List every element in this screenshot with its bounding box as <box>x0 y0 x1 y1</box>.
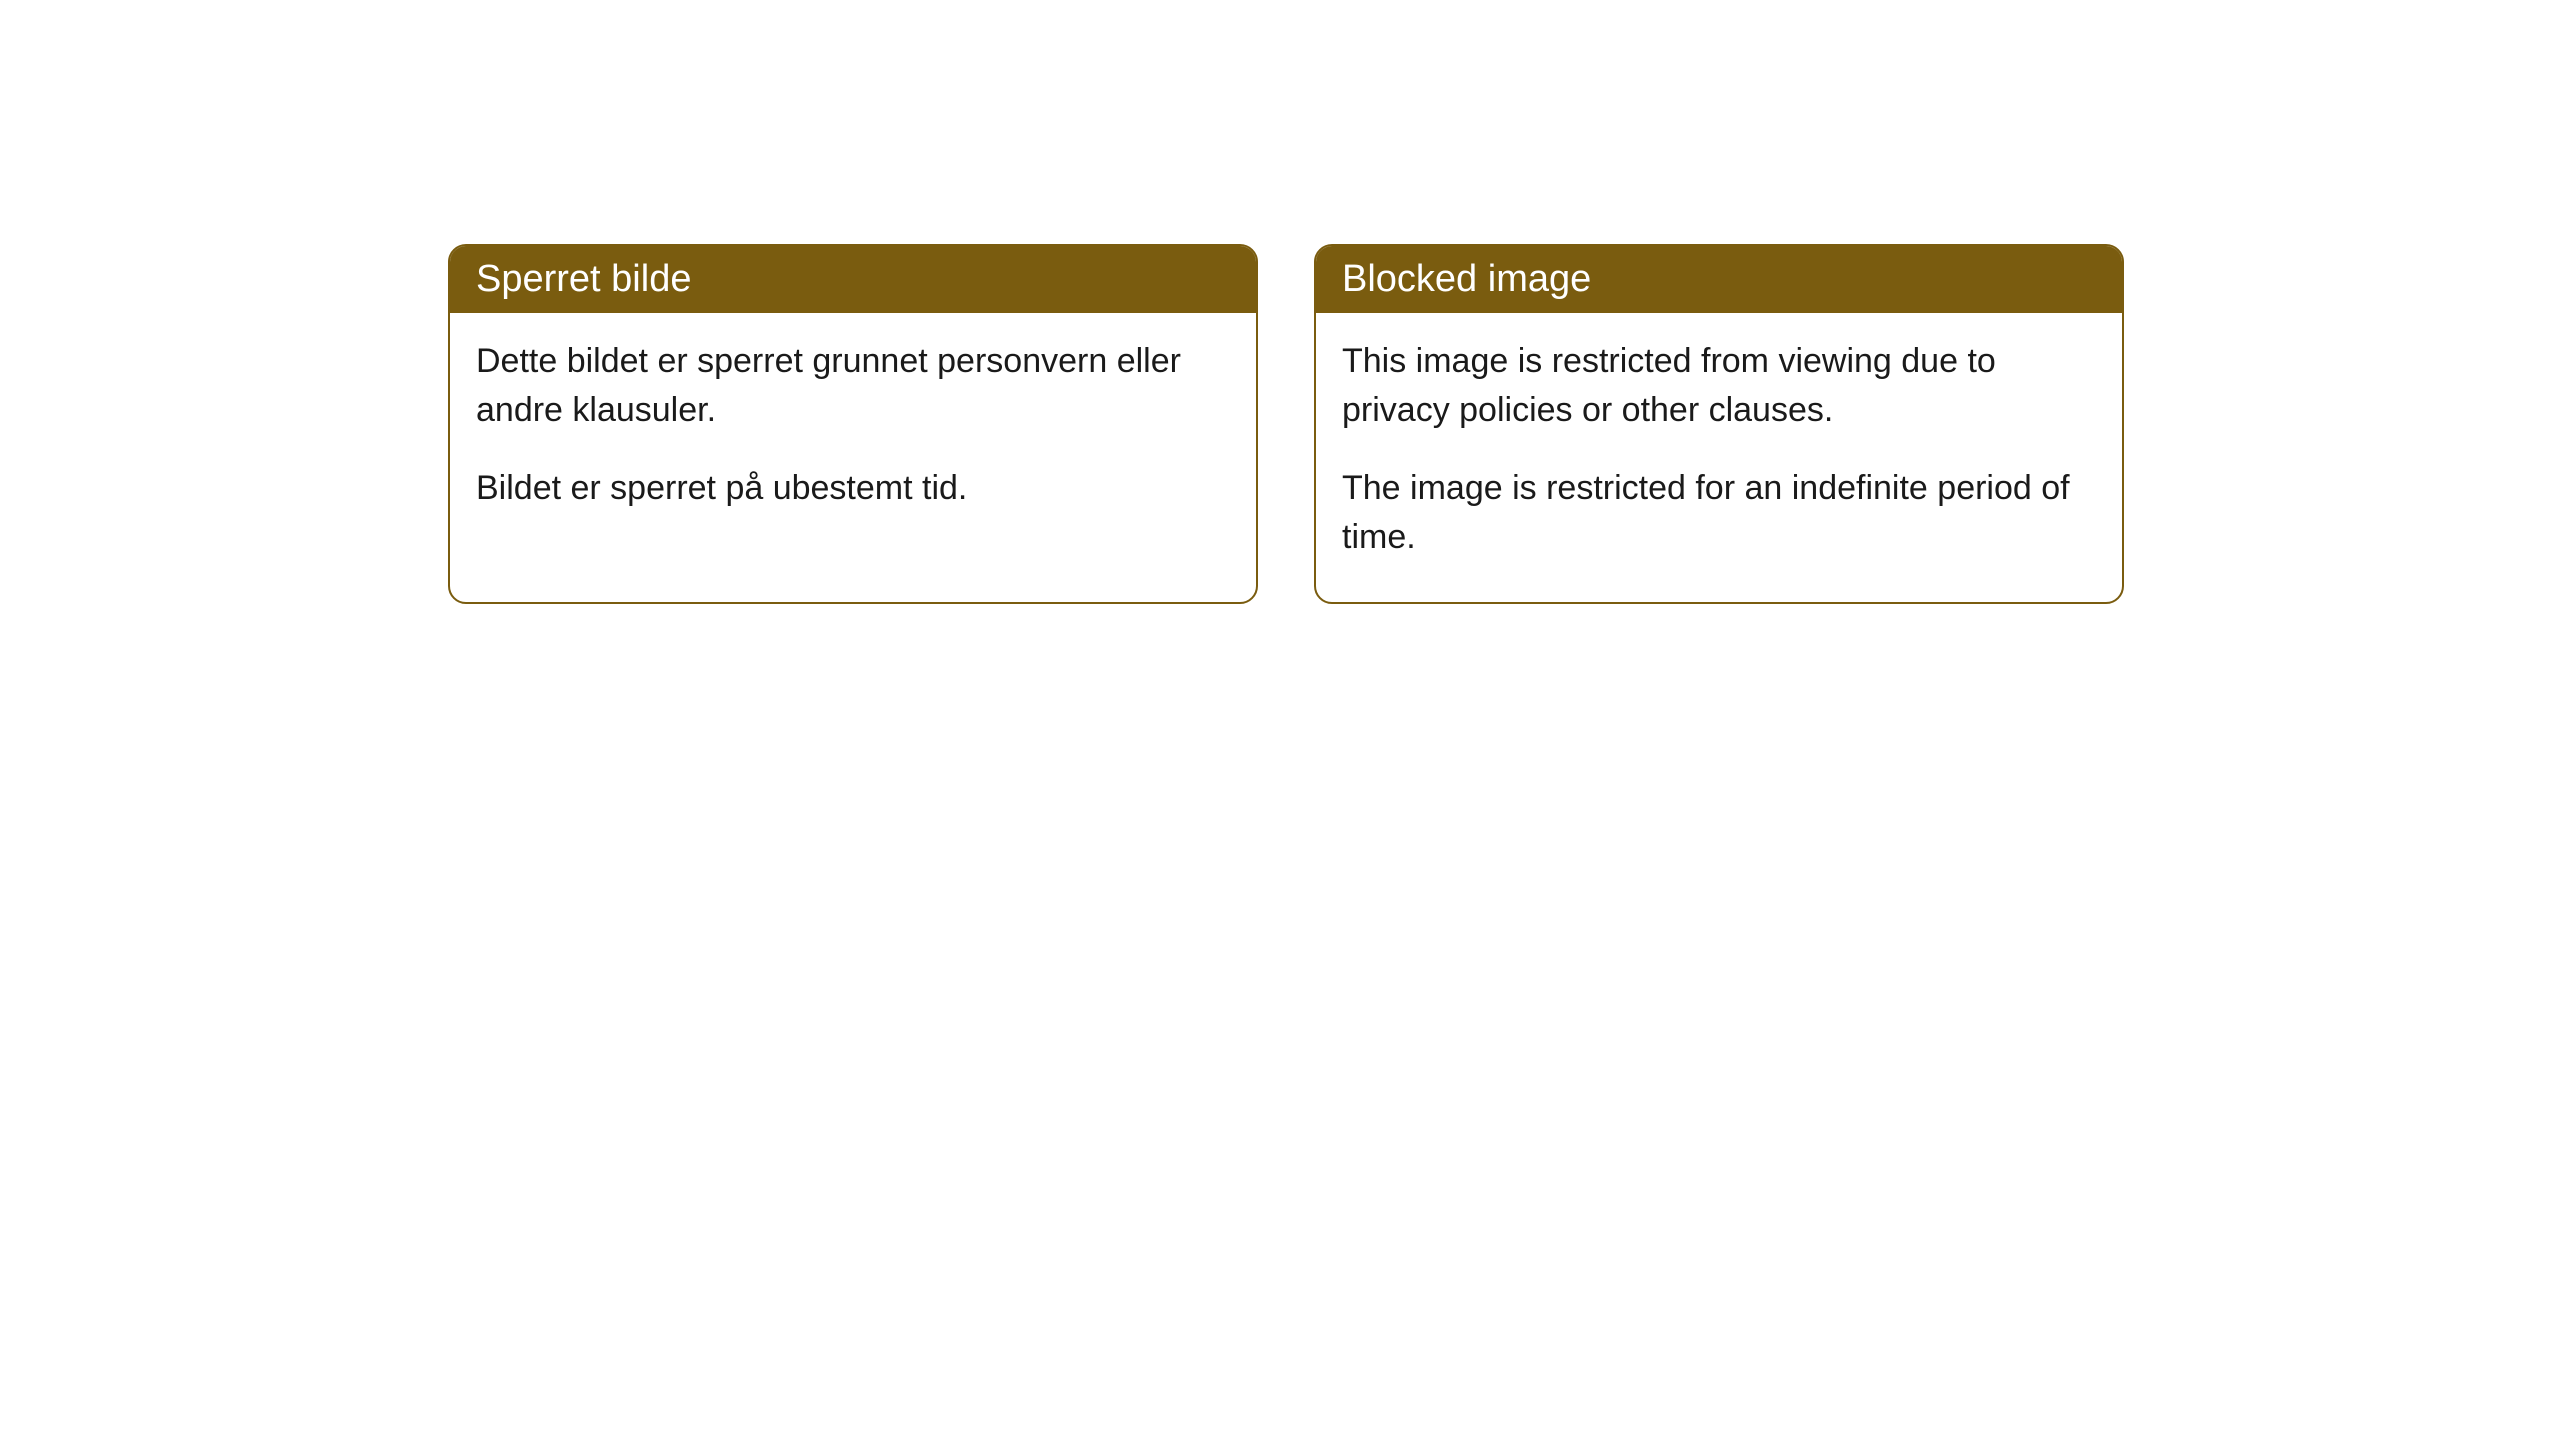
card-paragraph-2: Bildet er sperret på ubestemt tid. <box>476 464 1230 513</box>
card-title: Blocked image <box>1342 258 1591 300</box>
card-title: Sperret bilde <box>476 258 691 300</box>
blocked-image-card-norwegian: Sperret bilde Dette bildet er sperret gr… <box>448 244 1258 604</box>
card-paragraph-1: This image is restricted from viewing du… <box>1342 337 2096 436</box>
card-paragraph-2: The image is restricted for an indefinit… <box>1342 464 2096 563</box>
card-body: This image is restricted from viewing du… <box>1316 313 2122 602</box>
cards-container: Sperret bilde Dette bildet er sperret gr… <box>448 244 2124 604</box>
card-header: Sperret bilde <box>450 246 1256 313</box>
card-paragraph-1: Dette bildet er sperret grunnet personve… <box>476 337 1230 436</box>
card-header: Blocked image <box>1316 246 2122 313</box>
blocked-image-card-english: Blocked image This image is restricted f… <box>1314 244 2124 604</box>
card-body: Dette bildet er sperret grunnet personve… <box>450 313 1256 553</box>
